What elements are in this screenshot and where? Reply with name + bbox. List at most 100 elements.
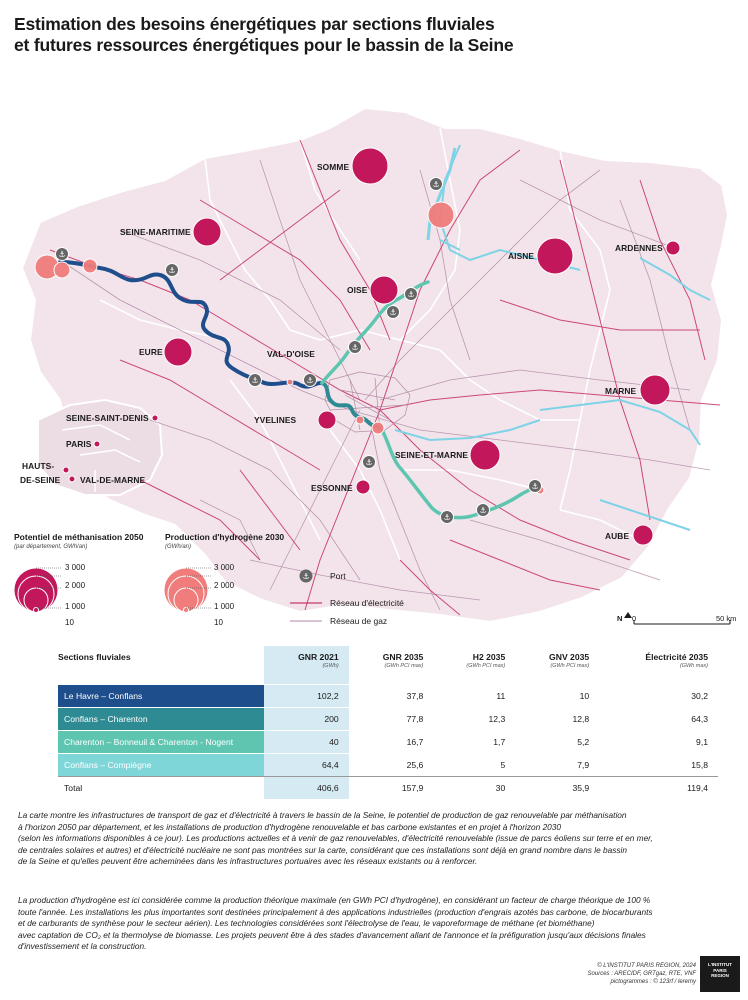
paris-inset-boundaries	[61, 424, 141, 492]
legend-meth-val-2000: 2 000	[65, 581, 86, 590]
cell-gnr-2035: 37,8	[348, 684, 434, 708]
label-seine-saint-denis: SEINE-SAINT-DENIS	[66, 413, 149, 423]
description-paragraph-1: La carte montre les infrastructures de t…	[18, 810, 730, 868]
legend-gas-label: Réseau de gaz	[330, 616, 388, 626]
cell-h2-2035: 1,7	[433, 730, 516, 754]
svg-text:⚓: ⚓	[168, 266, 175, 275]
h2-yvelines	[286, 378, 294, 386]
meth-somme	[351, 147, 389, 185]
label-hauts-de-seine-2: DE-SEINE	[20, 475, 61, 485]
legend-port-label: Port	[330, 571, 346, 581]
port-icon: ⚓	[429, 177, 443, 191]
title-line-2: et futures ressources énergétiques pour …	[14, 35, 514, 55]
table-row: Conflans – Compiègne 64,4 25,6 5 7,9 15,…	[58, 753, 718, 777]
header-sections: Sections fluviales	[58, 652, 131, 662]
label-oise: OISE	[347, 285, 368, 295]
port-icon: ⚓	[55, 247, 69, 261]
p2-line: d'investissement et la construction.	[18, 941, 147, 952]
credits: © L'INSTITUT PARIS REGION, 2024 Sources …	[588, 962, 696, 986]
p1-line: (selon les informations disponibles à ce…	[18, 833, 653, 844]
h2-paris-1	[371, 421, 385, 435]
cell-gnr-2035: 77,8	[348, 707, 434, 731]
meth-seine-et-marne	[469, 439, 501, 471]
legend-h2-val-3000: 3 000	[214, 563, 235, 572]
basin-region	[20, 106, 730, 624]
port-icon: ⚓	[404, 287, 418, 301]
cell-gnr-2035: 25,6	[348, 753, 434, 777]
cell-gnr-2035: 16,7	[348, 730, 434, 754]
row-section: Le Havre – Conflans	[58, 684, 264, 708]
svg-text:⚓: ⚓	[302, 572, 309, 581]
legend-meth-10	[33, 607, 39, 613]
cell-electricite-2035: 9,1	[599, 730, 718, 754]
meth-val-de-marne	[68, 475, 76, 483]
port-icon: ⚓	[476, 503, 490, 517]
table-row: Conflans – Charenton 200 77,8 12,3 12,8 …	[58, 707, 718, 731]
header-h2-2035: H2 2035 (GWh PCI max)	[466, 652, 506, 669]
legend-meth-val-10: 10	[65, 618, 74, 627]
label-paris: PARIS	[66, 439, 92, 449]
institut-logo: L'INSTITUT PARIS REGION	[700, 956, 740, 992]
label-aube: AUBE	[605, 531, 629, 541]
p1-line: de centrales solaires et autres) et d'él…	[18, 844, 627, 855]
cell-h2-2035: 12,3	[433, 707, 516, 731]
cell-gnv-2035: 10	[515, 684, 600, 708]
svg-text:⚓: ⚓	[58, 250, 65, 259]
label-eure: EURE	[139, 347, 163, 357]
svg-text:⚓: ⚓	[407, 290, 414, 299]
title-line-1: Estimation des besoins énergétiques par …	[14, 14, 495, 34]
label-yvelines: YVELINES	[254, 415, 297, 425]
p2-line: et de carburants de synthèse pour le sec…	[18, 918, 595, 929]
meth-oise	[369, 275, 399, 305]
section-le-havre-conflans	[58, 260, 324, 389]
port-icon: ⚓	[386, 305, 400, 319]
meth-aube	[632, 524, 654, 546]
legend-line-symbols: ⚓	[290, 569, 322, 622]
port-icon: ⚓	[248, 373, 262, 387]
cell-h2-2035: 5	[433, 753, 516, 777]
table-row: Le Havre – Conflans 102,2 37,8 11 10 30,…	[58, 684, 718, 708]
cell-gnr-2021: 200	[264, 707, 349, 731]
h2-paris-2	[355, 415, 365, 425]
port-icon: ⚓	[303, 373, 317, 387]
cell-gnv-2035: 12,8	[515, 707, 600, 731]
row-section: Total	[58, 776, 264, 799]
h2-le-havre-medium	[53, 261, 71, 279]
scale-max-label: 50 km	[716, 614, 737, 623]
cell-gnr-2021: 40	[264, 730, 349, 754]
header-gnv-2035: GNV 2035 (GWh PCI max)	[549, 652, 590, 669]
credit-copyright: © L'INSTITUT PARIS REGION, 2024	[597, 963, 696, 969]
legend-methanisation-title: Potentiel de méthanisation 2050	[14, 532, 144, 542]
page-title: Estimation des besoins énergétiques par …	[14, 14, 714, 56]
paris-urban-area	[324, 371, 411, 433]
table-header-row: Sections fluviales GNR 2021 (GWh) GNR 203…	[58, 646, 718, 685]
scale-min-label: 0	[632, 614, 637, 623]
legend-meth-val-3000: 3 000	[65, 563, 86, 572]
table-total-row: Total 406,6 157,9 30 35,9 119,4	[58, 776, 718, 799]
legend-hydrogene-sub: (GWh/an)	[165, 544, 192, 550]
svg-text:⚓: ⚓	[531, 482, 538, 491]
energy-table: Sections fluviales GNR 2021 (GWh) GNR 203…	[58, 646, 718, 799]
north-arrow: N	[617, 614, 623, 623]
cell-gnv-2035: 35,9	[515, 776, 600, 799]
legend-port-icon: ⚓	[299, 569, 313, 583]
svg-text:⚓: ⚓	[432, 180, 439, 189]
label-seine-et-marne: SEINE-ET-MARNE	[395, 450, 468, 460]
port-icon: ⚓	[348, 340, 362, 354]
methanisation-circles	[62, 147, 681, 546]
cell-gnv-2035: 5,2	[515, 730, 600, 754]
ports: ⚓ ⚓ ⚓ ⚓ ⚓ ⚓ ⚓ ⚓ ⚓ ⚓ ⚓ ⚓	[55, 177, 542, 524]
description-paragraph-2: La production d'hydrogène est ici consid…	[18, 895, 730, 953]
h2-picardie	[427, 201, 455, 229]
river-oise-upper	[426, 147, 457, 241]
h2-rouen-area	[82, 258, 98, 274]
label-val-doise: VAL-D'OISE	[267, 349, 315, 359]
cell-gnv-2035: 7,9	[515, 753, 600, 777]
meth-hauts-de-seine	[62, 466, 70, 474]
cell-gnr-2021: 406,6	[264, 776, 349, 799]
electricity-network	[49, 139, 721, 616]
legend-methanisation-sub: (par département, GWh/an)	[14, 544, 88, 550]
department-labels: SOMME SEINE-MARITIME AISNE ARDENNES OISE…	[20, 162, 663, 541]
legend-electricity-label: Réseau d'électricité	[330, 598, 404, 608]
credit-sources: Sources : ARECIDF, GRTgaz, RTE, VNF	[587, 971, 696, 977]
